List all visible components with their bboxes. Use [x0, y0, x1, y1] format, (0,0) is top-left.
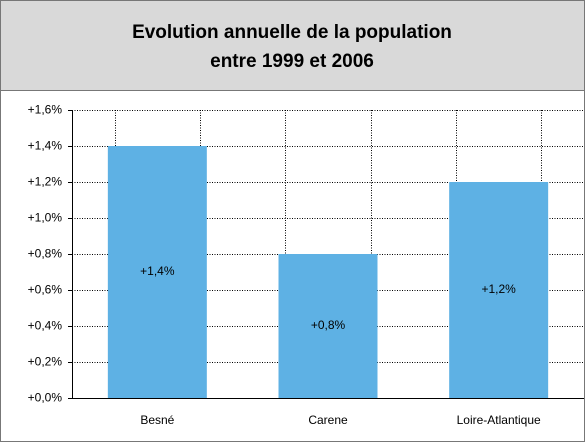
- y-tick-label: +0,4%: [28, 319, 63, 333]
- bar: [278, 254, 378, 398]
- title-box: [0, 0, 585, 91]
- x-tick-label: Loire-Atlantique: [457, 413, 541, 427]
- chart-subtitle: entre 1999 et 2006: [210, 51, 374, 72]
- y-tick-label: +1,0%: [28, 211, 63, 225]
- x-tick-label: Besné: [140, 413, 174, 427]
- value-label: +1,4%: [140, 264, 175, 278]
- y-tick-label: +0,8%: [28, 247, 63, 261]
- x-tick-label: Carene: [308, 413, 348, 427]
- value-label: +0,8%: [311, 318, 346, 332]
- value-label: +1,2%: [481, 282, 516, 296]
- y-tick-label: +1,6%: [28, 103, 63, 117]
- y-tick-label: +1,4%: [28, 139, 63, 153]
- chart-title: Evolution annuelle de la population: [132, 22, 452, 43]
- y-tick-label: +0,6%: [28, 283, 63, 297]
- bar: [449, 182, 549, 398]
- y-tick-label: +0,2%: [28, 355, 63, 369]
- y-tick-label: +0,0%: [28, 391, 63, 405]
- y-tick-label: +1,2%: [28, 175, 63, 189]
- bar: [107, 146, 207, 398]
